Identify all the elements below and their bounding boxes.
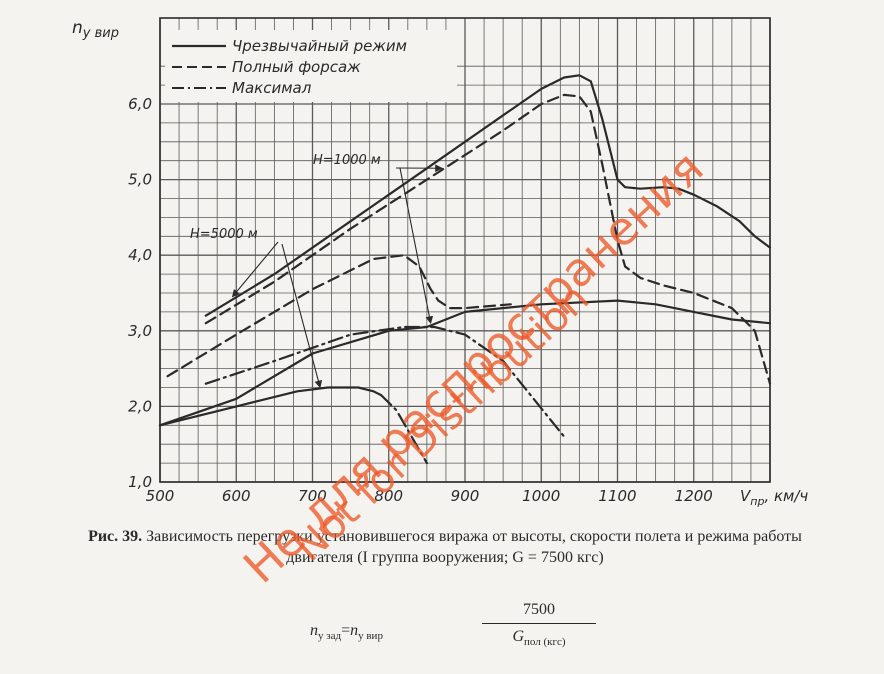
series-line-solid [158,386,383,427]
series-line-solid [204,74,772,317]
y-tick-label: 2,0 [128,397,152,415]
formula: ny зад=ny вир 7500 Gпол (кгс) [300,598,620,658]
x-tick-label: 600 [222,487,251,505]
y-tick-label: 1,0 [128,473,152,491]
series-line-dashed [204,93,772,385]
series-line-dashdot [380,394,428,465]
x-tick-label: 500 [146,487,175,505]
y-tick-label: 4,0 [128,246,152,264]
annotation-h1000: H=1000 м [313,153,381,168]
figure-caption: Рис. 39. Зависимость перегрузки установи… [80,526,810,568]
y-tick-label: 3,0 [128,322,152,340]
legend-label-dashdot: Максимал [232,79,312,97]
y-tick-label: 6,0 [128,95,152,113]
x-tick-label: 800 [374,487,403,505]
figure-caption-text: Зависимость перегрузки установившегося в… [146,528,802,566]
formula-denominator: Gпол (кгс) [512,628,566,649]
legend-label-dashed: Полный форсаж [232,58,361,76]
x-tick-label: 900 [451,487,480,505]
series-line-dashed [166,254,512,378]
x-tick-label: 700 [298,487,327,505]
legend: Чрезвычайный режим Полный форсаж Максима… [165,30,457,102]
y-axis-ticks: 1,0 2,0 3,0 4,0 5,0 6,0 [128,95,152,491]
x-axis-ticks: 500 600 700 800 900 1000 1100 1200 [146,487,713,505]
annotation-arrows [231,164,443,389]
annotation-leader [281,243,323,389]
x-tick-label: 1100 [598,487,636,505]
y-axis-label: ny вир [72,18,119,41]
plot-frame [159,17,771,483]
x-tick-label: 1000 [522,487,560,505]
y-tick-label: 5,0 [128,171,152,189]
formula-fraction-bar [482,623,596,624]
annotation-leader [231,241,279,298]
x-axis-label: Vпр, км/ч [740,487,808,508]
series-layer [158,74,772,465]
formula-lhs: ny зад=ny вир [310,622,383,643]
series-line-solid [158,299,772,427]
formula-numerator: 7500 [523,601,555,618]
series-line-dashdot [204,325,566,438]
figure-label: Рис. 39. [88,528,143,545]
annotation-h5000: H=5000 м [190,227,258,242]
x-tick-label: 1200 [675,487,713,505]
formula-fraction: 7500 Gпол (кгс) [478,598,600,654]
annotation-leader [399,167,434,324]
legend-label-solid: Чрезвычайный режим [232,37,407,55]
